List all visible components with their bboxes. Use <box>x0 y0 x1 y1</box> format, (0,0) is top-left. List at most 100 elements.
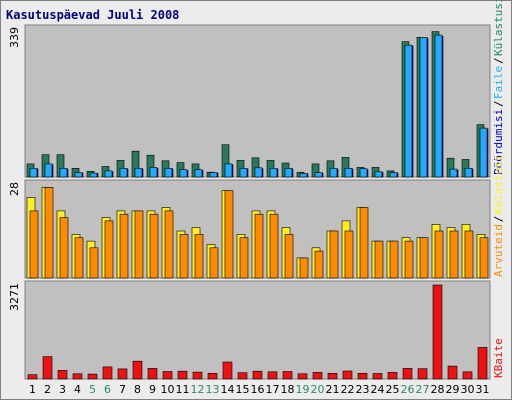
bar-faile-day-31 <box>479 127 488 178</box>
bar-kbaite-day-18 <box>282 371 293 380</box>
bar-arvuteid-day-30 <box>464 230 474 279</box>
bar-arvuteid-day-4 <box>74 237 84 279</box>
bar-kbaite-day-3 <box>57 370 68 380</box>
bar-arvuteid-day-16 <box>254 213 264 279</box>
x-tick-31: 31 <box>476 383 490 396</box>
panel-1-ymax-label: 339 <box>8 27 21 48</box>
bar-faile-day-19 <box>299 173 308 178</box>
bar-kbaite-day-27 <box>417 368 428 380</box>
legend-top-separator-0: / <box>492 100 505 107</box>
bar-kbaite-day-1 <box>27 374 38 380</box>
bar-arvuteid-day-9 <box>149 213 159 279</box>
bar-arvuteid-day-3 <box>59 217 69 279</box>
bar-faile-day-30 <box>464 168 473 178</box>
bar-faile-day-23 <box>359 168 368 178</box>
bar-kbaite-day-8 <box>132 360 143 380</box>
bar-kbaite-day-17 <box>267 371 278 380</box>
bar-kbaite-day-6 <box>102 366 113 380</box>
bar-arvuteid-day-22 <box>344 230 354 279</box>
bar-faile-day-8 <box>134 168 143 178</box>
bar-faile-day-21 <box>329 168 338 178</box>
bar-kbaite-day-24 <box>372 373 383 380</box>
bar-faile-day-6 <box>104 170 113 178</box>
bar-faile-day-27 <box>419 36 428 178</box>
bar-kbaite-day-13 <box>207 372 218 380</box>
legend-bottom-kbaite: KBaite <box>492 338 505 378</box>
bar-arvuteid-day-19 <box>299 257 309 279</box>
bar-kbaite-day-5 <box>87 373 98 380</box>
bar-arvuteid-day-28 <box>434 230 444 279</box>
x-tick-30: 30 <box>461 383 475 396</box>
legend-top-pöördumisi: Pöördumisi <box>492 109 505 175</box>
bar-kbaite-day-11 <box>177 370 188 380</box>
bar-faile-day-18 <box>284 168 293 178</box>
bar-arvuteid-day-20 <box>314 250 324 279</box>
x-tick-9: 9 <box>149 383 156 396</box>
x-tick-8: 8 <box>134 383 141 396</box>
bar-kbaite-day-28 <box>432 284 443 380</box>
legend-middle-arvuteid: Arvuteid <box>492 224 505 277</box>
x-tick-22: 22 <box>341 383 355 396</box>
bar-arvuteid-day-31 <box>479 237 489 279</box>
panel-3-background <box>24 280 491 380</box>
x-tick-6: 6 <box>104 383 111 396</box>
bar-arvuteid-day-1 <box>29 210 39 279</box>
bar-arvuteid-day-2 <box>44 187 54 279</box>
bar-faile-day-20 <box>314 172 323 178</box>
bar-arvuteid-day-5 <box>89 247 99 279</box>
x-tick-7: 7 <box>119 383 126 396</box>
x-tick-20: 20 <box>311 383 325 396</box>
x-tick-14: 14 <box>221 383 235 396</box>
bar-faile-day-24 <box>374 171 383 178</box>
bar-arvuteid-day-26 <box>404 240 414 279</box>
bar-arvuteid-day-21 <box>329 230 339 279</box>
bar-kbaite-day-2 <box>42 356 53 380</box>
x-tick-19: 19 <box>296 383 310 396</box>
bar-faile-day-25 <box>389 172 398 178</box>
bar-arvuteid-day-17 <box>269 213 279 279</box>
bar-arvuteid-day-14 <box>224 190 234 279</box>
bar-kbaite-day-10 <box>162 371 173 380</box>
bar-arvuteid-day-11 <box>179 234 189 279</box>
x-tick-16: 16 <box>251 383 265 396</box>
x-tick-15: 15 <box>236 383 250 396</box>
bar-faile-day-4 <box>74 172 83 178</box>
bar-arvuteid-day-29 <box>449 230 459 279</box>
x-tick-2: 2 <box>44 383 51 396</box>
bar-arvuteid-day-7 <box>119 213 129 279</box>
bar-faile-day-15 <box>239 168 248 178</box>
bar-kbaite-day-31 <box>477 347 488 380</box>
bar-faile-day-11 <box>179 169 188 178</box>
bar-faile-day-29 <box>449 168 458 178</box>
bar-kbaite-day-4 <box>72 373 83 380</box>
bar-kbaite-day-22 <box>342 370 353 380</box>
x-tick-21: 21 <box>326 383 340 396</box>
x-tick-11: 11 <box>176 383 190 396</box>
bar-arvuteid-day-6 <box>104 220 114 279</box>
legend-top-faile: Faile <box>492 66 505 99</box>
bar-faile-day-3 <box>59 168 68 178</box>
x-tick-26: 26 <box>401 383 415 396</box>
bar-faile-day-28 <box>434 34 443 178</box>
panel-3-ymax-label: 3271 <box>8 283 21 311</box>
bar-arvuteid-day-23 <box>359 207 369 279</box>
bar-arvuteid-day-24 <box>374 240 384 279</box>
x-tick-18: 18 <box>281 383 295 396</box>
bar-kbaite-day-20 <box>312 372 323 380</box>
bar-kbaite-day-25 <box>387 372 398 380</box>
bar-arvuteid-day-18 <box>284 234 294 279</box>
bar-faile-day-5 <box>89 172 98 178</box>
bar-arvuteid-day-12 <box>194 234 204 279</box>
x-tick-28: 28 <box>431 383 445 396</box>
bar-faile-day-22 <box>344 168 353 178</box>
bar-kbaite-day-15 <box>237 372 248 380</box>
bar-faile-day-13 <box>209 172 218 178</box>
x-tick-5: 5 <box>89 383 96 396</box>
bar-kbaite-day-30 <box>462 371 473 380</box>
bar-kbaite-day-23 <box>357 372 368 380</box>
bar-faile-day-16 <box>254 167 263 178</box>
x-tick-24: 24 <box>371 383 385 396</box>
bar-kbaite-day-29 <box>447 365 458 380</box>
